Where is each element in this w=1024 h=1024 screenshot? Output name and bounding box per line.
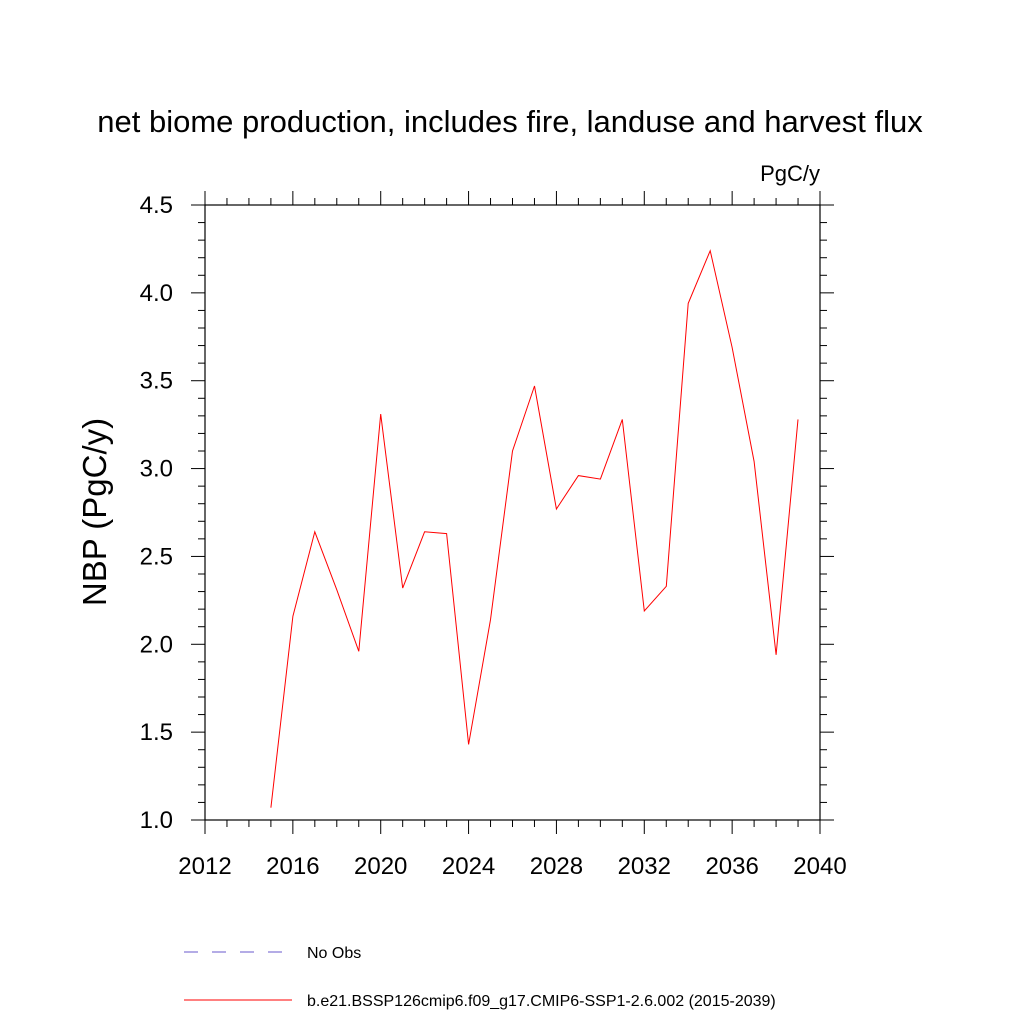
legend-label: No Obs: [307, 945, 361, 962]
x-tick-label: 2032: [618, 853, 671, 880]
legend-label: b.e21.BSSP126cmip6.f09_g17.CMIP6-SSP1-2.…: [307, 993, 776, 1010]
x-tick-label: 2016: [266, 853, 319, 880]
y-tick-label: 4.5: [140, 192, 173, 219]
x-tick-label: 2020: [354, 853, 407, 880]
x-tick-label: 2028: [530, 853, 583, 880]
x-tick-label: 2040: [793, 853, 846, 880]
y-tick-label: 2.0: [140, 631, 173, 658]
x-tick-label: 2024: [442, 853, 495, 880]
series-line: [270, 249, 799, 808]
chart-title: net biome production, includes fire, lan…: [97, 104, 923, 139]
legend: No Obs b.e21.BSSP126cmip6.f09_g17.CMIP6-S…: [184, 945, 776, 1010]
units-label: PgC/y: [760, 161, 820, 186]
axes: 2012 2016 2020 2024 2028 2032 2036 2040 1.0 1.5 2.…: [140, 191, 847, 880]
y-tick-label: 2.5: [140, 543, 173, 570]
series-layer: [270, 249, 799, 808]
y-tick-label: 3.0: [140, 456, 173, 483]
y-axis-label: NBP (PgC/y): [76, 418, 113, 606]
y-tick-label: 1.5: [140, 719, 173, 746]
x-tick-label: 2012: [178, 853, 231, 880]
plot-frame: [204, 204, 821, 821]
y-tick-label: 4.0: [140, 280, 173, 307]
y-tick-label: 1.0: [140, 807, 173, 834]
y-tick-label: 3.5: [140, 368, 173, 395]
x-tick-label: 2036: [705, 853, 758, 880]
